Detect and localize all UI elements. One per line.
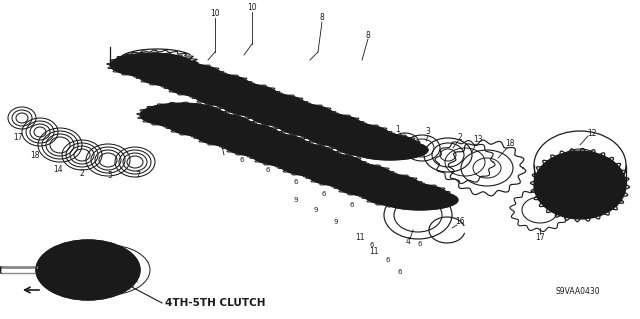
Text: 17: 17 (13, 133, 23, 143)
Ellipse shape (280, 153, 364, 177)
Text: 17: 17 (535, 234, 545, 242)
Text: 6: 6 (322, 191, 326, 197)
Text: 10: 10 (210, 10, 220, 19)
Ellipse shape (166, 73, 250, 97)
Text: FR.: FR. (50, 286, 67, 294)
Ellipse shape (242, 140, 318, 160)
Ellipse shape (184, 80, 260, 100)
Text: 6: 6 (266, 167, 270, 173)
Text: 1: 1 (396, 125, 401, 135)
Text: 18: 18 (30, 151, 40, 160)
Ellipse shape (296, 120, 372, 140)
Ellipse shape (240, 100, 316, 120)
Text: 2: 2 (79, 168, 84, 177)
Ellipse shape (354, 180, 430, 200)
Text: 6: 6 (370, 242, 374, 248)
Text: 11: 11 (369, 248, 379, 256)
Ellipse shape (186, 120, 262, 140)
Text: 3: 3 (426, 128, 431, 137)
Text: 9: 9 (333, 219, 339, 225)
Text: 18: 18 (505, 139, 515, 149)
Ellipse shape (212, 90, 288, 110)
Text: 6: 6 (386, 257, 390, 263)
Text: 8: 8 (319, 13, 324, 23)
Ellipse shape (168, 113, 252, 137)
Ellipse shape (140, 103, 224, 127)
Ellipse shape (324, 130, 400, 150)
Ellipse shape (558, 169, 602, 201)
Ellipse shape (196, 123, 280, 147)
Text: 7: 7 (136, 170, 140, 180)
Text: 15: 15 (383, 153, 393, 162)
Ellipse shape (138, 63, 222, 87)
Text: 11: 11 (355, 234, 365, 242)
Text: 6: 6 (330, 137, 334, 143)
Text: 6: 6 (349, 202, 355, 208)
Ellipse shape (194, 83, 278, 107)
Text: 16: 16 (455, 218, 465, 226)
Text: 6: 6 (240, 157, 244, 163)
Ellipse shape (214, 130, 290, 150)
Text: 6: 6 (418, 241, 422, 247)
Ellipse shape (352, 140, 428, 160)
Text: 6: 6 (397, 269, 403, 275)
Text: 14: 14 (53, 166, 63, 174)
Ellipse shape (156, 70, 232, 90)
Ellipse shape (86, 252, 130, 288)
Text: 10: 10 (247, 4, 257, 12)
Text: 8: 8 (365, 31, 371, 40)
Ellipse shape (268, 110, 344, 130)
Text: 15: 15 (215, 137, 225, 146)
Ellipse shape (336, 173, 420, 197)
Ellipse shape (334, 133, 418, 157)
Text: 4: 4 (406, 238, 410, 247)
Ellipse shape (326, 170, 402, 190)
Ellipse shape (308, 163, 392, 187)
Text: 5: 5 (108, 170, 113, 180)
Text: 9: 9 (314, 207, 318, 213)
Ellipse shape (252, 143, 336, 167)
Ellipse shape (570, 178, 590, 192)
Ellipse shape (270, 150, 346, 170)
Text: 6: 6 (266, 113, 270, 119)
Text: 9: 9 (294, 197, 298, 203)
Ellipse shape (382, 190, 458, 210)
Ellipse shape (101, 264, 115, 276)
Ellipse shape (534, 151, 626, 219)
Ellipse shape (250, 103, 334, 127)
Ellipse shape (110, 53, 194, 77)
Text: 13: 13 (473, 136, 483, 145)
Text: 2: 2 (458, 133, 462, 143)
Ellipse shape (306, 123, 390, 147)
Ellipse shape (278, 113, 362, 137)
Text: 6: 6 (298, 125, 302, 131)
Text: 6: 6 (294, 179, 298, 185)
Text: 6: 6 (236, 102, 240, 108)
Text: 4TH-5TH CLUTCH: 4TH-5TH CLUTCH (165, 298, 266, 308)
Ellipse shape (36, 240, 140, 300)
Ellipse shape (158, 110, 234, 130)
Ellipse shape (364, 183, 448, 207)
Ellipse shape (0, 267, 1, 273)
Ellipse shape (224, 133, 308, 157)
Ellipse shape (222, 93, 306, 117)
Text: 6: 6 (205, 92, 211, 98)
Text: 16: 16 (163, 65, 173, 75)
Ellipse shape (128, 60, 204, 80)
Ellipse shape (298, 160, 374, 180)
Text: 6: 6 (360, 149, 364, 155)
Text: 4: 4 (182, 76, 188, 85)
Text: S9VAA0430: S9VAA0430 (555, 287, 600, 296)
Text: 12: 12 (588, 129, 596, 137)
